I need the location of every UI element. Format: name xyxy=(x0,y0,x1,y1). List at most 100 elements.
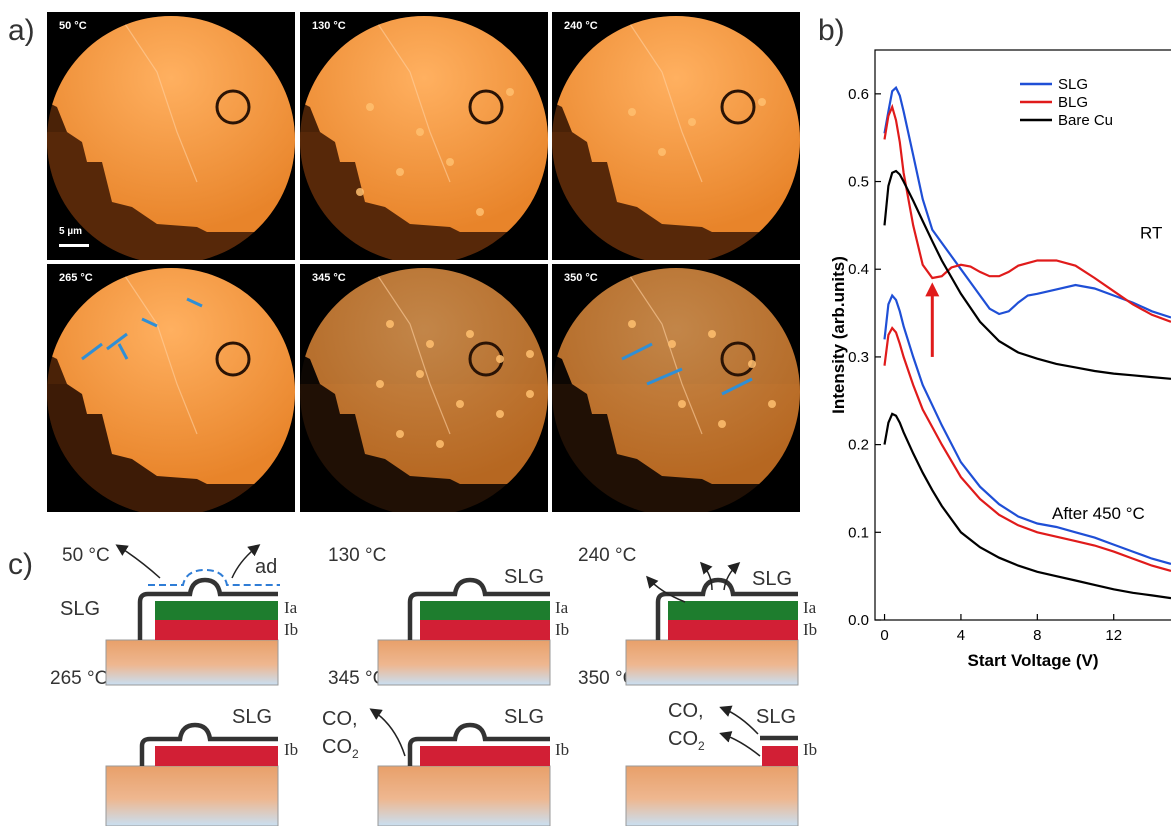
plot-frame xyxy=(874,49,1171,621)
y-axis-label: Intensity (arb.units) xyxy=(830,256,848,414)
ib-layer xyxy=(668,620,798,640)
intensity-chart: 0.0 0.1 0.2 0.3 0.4 0.5 0.6 0 4 8 12 Start Voltage … xyxy=(830,49,1171,670)
schematic-130c xyxy=(377,577,551,686)
x-axis-label: Start Voltage (V) xyxy=(968,651,1099,670)
co-label-6: CO, xyxy=(668,700,704,722)
blue-arrow xyxy=(646,367,683,386)
slg-label-6: SLG xyxy=(756,706,797,728)
desorb-arrow xyxy=(699,561,713,591)
etch-arrow xyxy=(369,708,406,757)
adsorbate-label: ad xyxy=(255,556,278,578)
series-line-slg xyxy=(883,293,1171,565)
series-line-bare-cu xyxy=(883,169,1171,380)
micrograph-image xyxy=(300,268,548,512)
y-tick-label: 0.1 xyxy=(848,524,869,541)
ib-label-5: Ib xyxy=(555,740,570,759)
micrograph-6: 350 °C xyxy=(552,264,800,512)
micrograph-temp-label: 350 °C xyxy=(564,272,598,284)
y-tick-label: 0.2 xyxy=(848,437,869,454)
schematic-temp-6: 350 °C xyxy=(578,668,637,689)
slg-label-2: SLG xyxy=(504,566,545,588)
annotation-rt: RT xyxy=(1140,224,1162,243)
ib-layer xyxy=(155,620,278,640)
panel-b-label: b) xyxy=(818,14,845,47)
schematic-50c xyxy=(105,544,280,686)
co-label-5: CO, xyxy=(322,708,358,730)
x-tick-label: 0 xyxy=(880,627,888,644)
scale-bar-label: 5 µm xyxy=(59,226,82,237)
cu-substrate xyxy=(105,639,279,686)
ia-label-3: Ia xyxy=(803,598,817,617)
slg-label-1: SLG xyxy=(60,598,101,620)
slg-label-5: SLG xyxy=(504,706,545,728)
y-tick-label: 0.4 xyxy=(848,261,869,278)
series-line-blg xyxy=(883,103,1171,323)
series-line-bare-cu xyxy=(883,412,1171,600)
micrograph-2: 130 °C xyxy=(300,12,548,260)
x-tick-label: 12 xyxy=(1105,627,1122,644)
cu-substrate xyxy=(377,639,551,686)
blue-arrow xyxy=(81,342,103,361)
schematic-240c xyxy=(625,561,799,686)
legend-label: Bare Cu xyxy=(1058,112,1113,129)
panel-a-label: a) xyxy=(8,14,35,47)
red-arrow-head xyxy=(925,282,940,297)
micrograph-image xyxy=(47,268,295,512)
schematic-temp-2: 130 °C xyxy=(328,545,387,566)
ib-layer xyxy=(155,746,278,766)
blue-arrow xyxy=(141,317,158,328)
ib-label-6: Ib xyxy=(803,740,818,759)
desorb-arrow-left xyxy=(115,544,161,579)
ib-layer xyxy=(420,746,550,766)
micrograph-image xyxy=(552,268,800,512)
graphene-layer xyxy=(139,722,278,766)
cu-substrate xyxy=(625,639,799,686)
micrograph-temp-label: 240 °C xyxy=(564,20,598,32)
graphene-layer xyxy=(407,577,550,640)
micrograph-temp-label: 265 °C xyxy=(59,272,93,284)
blue-arrow xyxy=(621,342,653,361)
ib-layer xyxy=(762,746,798,766)
blue-arrow xyxy=(721,377,753,396)
ia-label-1: Ia xyxy=(284,598,298,617)
legend-label: BLG xyxy=(1058,94,1088,111)
ia-layer xyxy=(155,601,278,620)
micrograph-temp-label: 130 °C xyxy=(312,20,346,32)
graphene-layer xyxy=(137,577,278,640)
etch-arrow xyxy=(719,731,761,757)
micrograph-image xyxy=(552,16,800,260)
cu-substrate xyxy=(625,765,799,826)
blue-arrow xyxy=(106,332,128,351)
ib-layer xyxy=(420,620,550,640)
y-tick-label: 0.0 xyxy=(848,612,869,629)
schematic-350c xyxy=(625,705,799,826)
series-line-slg xyxy=(883,85,1171,319)
schematic-temp-1: 50 °C xyxy=(62,545,110,566)
y-tick-label: 0.5 xyxy=(848,174,869,191)
ia-layer xyxy=(420,601,550,620)
ib-label-2: Ib xyxy=(555,620,570,639)
schematic-temp-5: 345 °C xyxy=(328,668,387,689)
x-tick-label: 4 xyxy=(957,627,965,644)
blue-arrow xyxy=(117,343,129,360)
ib-label-4: Ib xyxy=(284,740,299,759)
scale-bar xyxy=(59,244,89,247)
graphene-layer xyxy=(407,722,550,766)
schematic-345c xyxy=(369,708,551,826)
schematic-temp-4: 265 °C xyxy=(50,668,109,689)
micrograph-temp-label: 345 °C xyxy=(312,272,346,284)
cu-substrate xyxy=(105,765,279,826)
y-tick-label: 0.6 xyxy=(848,86,869,103)
slg-label-3: SLG xyxy=(752,568,793,590)
desorb-arrow xyxy=(723,561,741,591)
schematic-temp-3: 240 °C xyxy=(578,545,637,566)
ib-label-1: Ib xyxy=(284,620,299,639)
micrograph-image xyxy=(300,16,548,260)
desorb-arrow-right xyxy=(231,544,261,579)
co2-label-5: CO2 xyxy=(322,736,359,761)
etch-arrow xyxy=(719,705,759,735)
micrograph-image xyxy=(47,16,295,260)
ia-layer xyxy=(668,601,798,620)
blue-arrow xyxy=(186,297,203,308)
schematic-265c xyxy=(105,722,279,826)
